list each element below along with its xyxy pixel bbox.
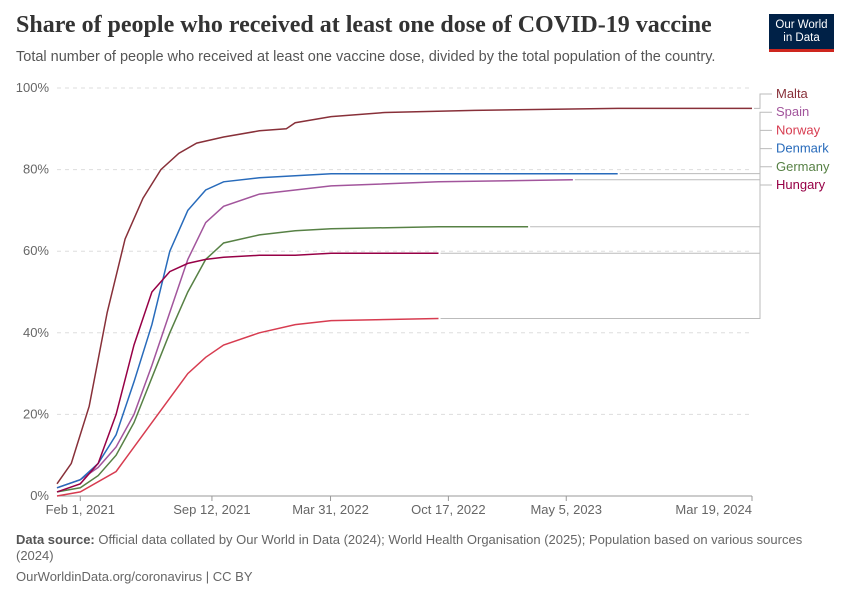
legend-label-hungary: Hungary bbox=[776, 177, 826, 192]
series-line-germany bbox=[56, 225, 529, 493]
y-tick-label: 60% bbox=[23, 243, 49, 258]
x-tick-label: Mar 19, 2024 bbox=[675, 502, 752, 517]
y-tick-label: 80% bbox=[23, 162, 49, 177]
x-tick-label: Oct 17, 2022 bbox=[411, 502, 485, 517]
chart-subtitle: Total number of people who received at l… bbox=[16, 49, 716, 65]
legend-connector bbox=[440, 129, 772, 320]
series-line-norway bbox=[56, 317, 439, 497]
series-line-malta bbox=[56, 107, 752, 485]
legend-connector bbox=[619, 148, 772, 175]
chart-title: Share of people who received at least on… bbox=[16, 12, 712, 38]
logo-line-2: in Data bbox=[783, 32, 820, 44]
y-tick-label: 40% bbox=[23, 325, 49, 340]
legend-label-malta: Malta bbox=[776, 86, 809, 101]
legend-connector bbox=[440, 184, 772, 254]
legend-label-norway: Norway bbox=[776, 122, 821, 137]
y-tick-label: 0% bbox=[30, 488, 49, 503]
x-tick-label: Mar 31, 2022 bbox=[292, 502, 369, 517]
legend-connector bbox=[754, 93, 772, 109]
legend-label-denmark: Denmark bbox=[776, 141, 829, 156]
y-tick-label: 20% bbox=[23, 406, 49, 421]
series-line-spain bbox=[56, 179, 573, 489]
owid-logo[interactable]: Our World in Data bbox=[769, 14, 834, 52]
legend-connector bbox=[530, 166, 772, 228]
legend-label-spain: Spain bbox=[776, 104, 809, 119]
data-source-label: Data source: bbox=[16, 532, 95, 547]
x-tick-label: May 5, 2023 bbox=[530, 502, 602, 517]
x-tick-label: Sep 12, 2021 bbox=[173, 502, 250, 517]
legend-label-germany: Germany bbox=[776, 159, 830, 174]
x-tick-label: Feb 1, 2021 bbox=[46, 502, 115, 517]
y-tick-label: 100% bbox=[16, 80, 50, 95]
data-source: Data source: Official data collated by O… bbox=[16, 532, 816, 564]
series-line-denmark bbox=[56, 172, 618, 489]
logo-line-1: Our World bbox=[775, 19, 828, 31]
footer-link[interactable]: OurWorldinData.org/coronavirus | CC BY bbox=[16, 569, 253, 584]
data-source-text: Official data collated by Our World in D… bbox=[16, 532, 803, 563]
series-line-hungary bbox=[56, 252, 439, 493]
